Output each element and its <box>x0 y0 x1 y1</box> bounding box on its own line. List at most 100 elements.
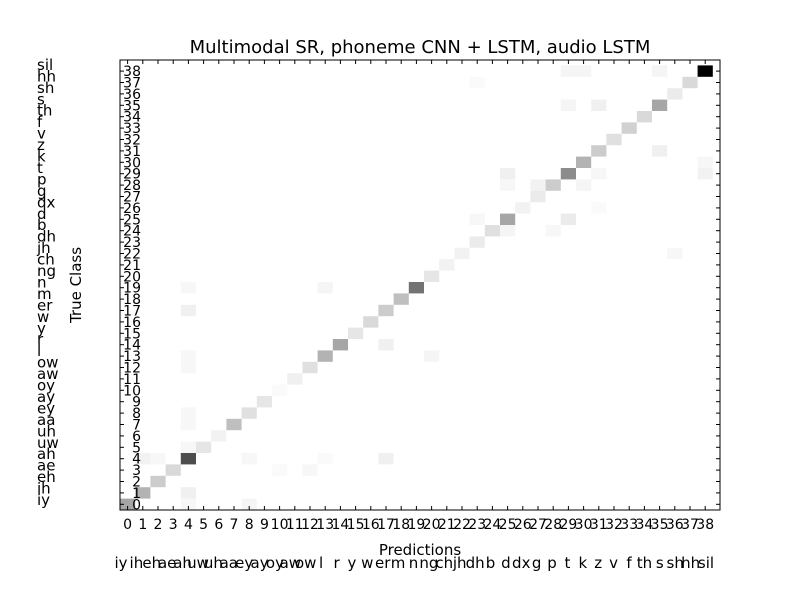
off-diagonal-cell <box>545 225 561 237</box>
off-diagonal-cell <box>180 282 196 294</box>
y-phoneme-label: oy <box>37 377 55 395</box>
diagonal-cell <box>652 99 668 111</box>
diagonal-cell <box>120 498 136 510</box>
x-phoneme-label: g <box>532 554 542 572</box>
diagonal-cell <box>469 236 485 248</box>
y-tick-label: 28 <box>123 178 141 194</box>
x-tick-label: 28 <box>544 517 562 533</box>
y-phoneme-label: aa <box>37 411 55 429</box>
x-tick-label: 6 <box>214 517 223 533</box>
x-phoneme-label: z <box>594 554 602 572</box>
y-phoneme-label: g <box>37 182 47 200</box>
plot-frame <box>119 59 721 511</box>
x-tick-label: 19 <box>407 517 425 533</box>
x-tick-label: 8 <box>245 517 254 533</box>
diagonal-cell <box>667 88 683 100</box>
y-phoneme-label: ah <box>37 445 56 463</box>
diagonal-cell <box>408 282 424 294</box>
x-phoneme-label: n <box>409 554 419 572</box>
diagonal-cell <box>378 304 394 317</box>
diagonal-cell <box>621 122 637 134</box>
x-tick-label: 1 <box>138 517 147 533</box>
y-tick-labels: 0123456789101112131415161718192021222324… <box>123 64 141 513</box>
y-phoneme-label: ay <box>37 388 55 406</box>
x-tick-label: 12 <box>301 517 319 533</box>
x-phoneme-label: dh <box>466 554 485 572</box>
x-phoneme-label: er <box>375 554 391 572</box>
y-tick-label: 20 <box>123 269 141 285</box>
x-phoneme-label: k <box>578 554 587 572</box>
off-diagonal-cell <box>302 464 318 476</box>
x-phoneme-label: l <box>319 554 323 572</box>
off-diagonal-cell <box>530 179 546 191</box>
off-diagonal-cell <box>424 350 440 362</box>
x-phoneme-label: m <box>391 554 406 572</box>
y-phoneme-label: jh <box>36 239 51 257</box>
off-diagonal-cell <box>241 453 257 465</box>
heatmap-cells <box>120 65 713 510</box>
y-tick-label: 21 <box>123 258 141 274</box>
x-phoneme-label: th <box>637 554 652 572</box>
y-phoneme-label: b <box>37 216 47 234</box>
x-tick-label: 18 <box>392 517 410 533</box>
y-tick-label: 38 <box>123 64 141 80</box>
y-phoneme-label: z <box>37 136 45 154</box>
diagonal-cell <box>393 293 409 305</box>
y-tick-label: 29 <box>123 167 141 183</box>
diagonal-cell <box>272 384 288 396</box>
diagonal-cell <box>135 487 151 499</box>
y-phoneme-label: k <box>37 148 46 166</box>
x-phoneme-label: uw <box>187 554 209 572</box>
off-diagonal-cell <box>560 99 576 111</box>
y-tick-label: 37 <box>123 76 141 92</box>
x-tick-label: 24 <box>483 517 501 533</box>
y-phoneme-label: ng <box>37 262 56 280</box>
off-diagonal-cell <box>652 145 668 157</box>
off-diagonal-cell <box>180 350 196 362</box>
diagonal-cell <box>180 453 196 465</box>
y-tick-label: 30 <box>123 155 141 171</box>
diagonal-cell <box>439 259 455 271</box>
diagonal-cell <box>241 407 257 419</box>
off-diagonal-cell <box>652 65 668 77</box>
x-phoneme-label: iy <box>114 554 127 572</box>
diagonal-cell <box>576 156 592 168</box>
off-diagonal-cell <box>180 418 196 431</box>
y-phoneme-label: sil <box>37 56 53 74</box>
y-tick-label: 27 <box>123 190 141 206</box>
x-tick-label: 15 <box>347 517 365 533</box>
off-diagonal-cell <box>697 168 713 180</box>
diagonal-cell <box>682 76 698 89</box>
y-phoneme-label: r <box>37 331 44 349</box>
off-diagonal-cell <box>560 213 576 225</box>
y-tick-label: 26 <box>123 201 141 217</box>
y-tick-label: 35 <box>123 98 141 114</box>
off-diagonal-cell <box>180 304 196 317</box>
x-tick-label: 26 <box>514 517 532 533</box>
y-tick-label: 12 <box>123 361 141 377</box>
y-tick-label: 1 <box>132 486 141 502</box>
off-diagonal-cell <box>180 361 196 374</box>
x-tick-label: 29 <box>559 517 577 533</box>
diagonal-cell <box>500 213 516 225</box>
y-phoneme-label: uh <box>37 422 56 440</box>
diagonal-cell <box>302 361 318 374</box>
x-axis-label: Predictions <box>379 541 462 559</box>
y-phoneme-label: ey <box>37 399 55 417</box>
off-diagonal-cell <box>135 453 151 465</box>
x-tick-label: 32 <box>605 517 623 533</box>
off-diagonal-cell <box>272 464 288 476</box>
y-phoneme-label: iy <box>37 491 50 509</box>
y-tick-label: 32 <box>123 133 141 149</box>
y-phoneme-label: th <box>37 102 52 120</box>
y-tick-label: 7 <box>132 418 141 434</box>
off-diagonal-cell <box>576 65 592 77</box>
y-phoneme-labels: iyihehaeahuwuhaaeyayoyawowlrywermnngchjh… <box>36 56 59 509</box>
x-tick-label: 16 <box>362 517 380 533</box>
diagonal-cell <box>484 225 500 237</box>
y-tick-label: 5 <box>132 440 141 456</box>
y-phoneme-label: t <box>37 159 43 177</box>
x-phoneme-label: ih <box>130 554 144 572</box>
y-tick-label: 36 <box>123 87 141 103</box>
